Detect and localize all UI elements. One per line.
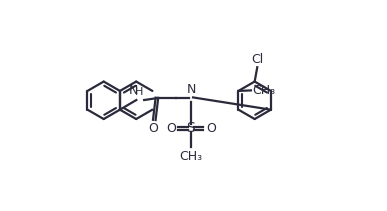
Text: O: O	[206, 122, 216, 135]
Text: O: O	[166, 122, 176, 135]
Text: N: N	[129, 84, 138, 97]
Text: Cl: Cl	[252, 53, 264, 66]
Text: CH₃: CH₃	[180, 150, 202, 163]
Text: H: H	[135, 87, 144, 97]
Text: CH₃: CH₃	[252, 84, 275, 97]
Text: S: S	[187, 121, 195, 135]
Text: O: O	[148, 122, 158, 135]
Text: N: N	[186, 83, 196, 96]
